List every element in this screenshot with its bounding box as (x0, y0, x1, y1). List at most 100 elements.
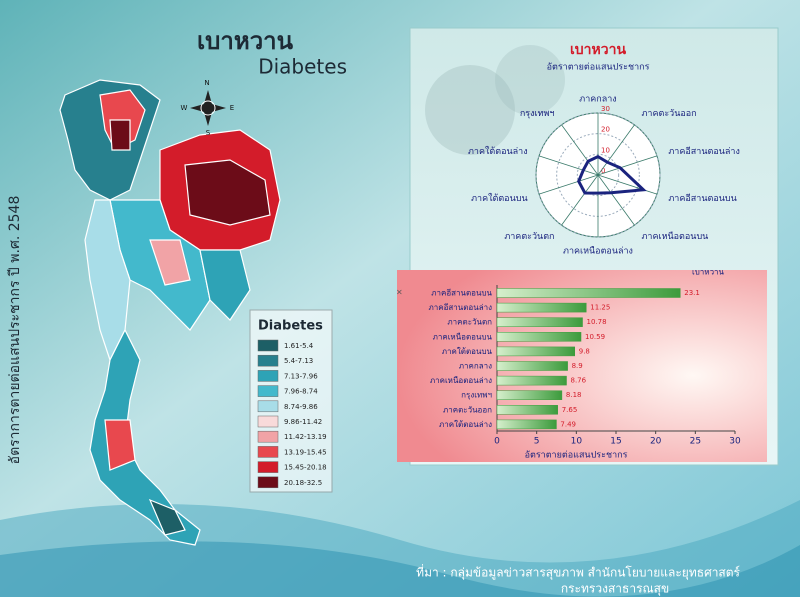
radar-spoke (538, 174, 599, 195)
y-tick-label: ภาคเหนือตอนล่าง (430, 376, 492, 385)
bar (496, 288, 681, 298)
bar-panel (397, 270, 767, 462)
x-tick-label: 25 (690, 437, 701, 447)
legend-swatch (257, 415, 279, 428)
radar-axis-label: ภาคกลาง (579, 95, 616, 105)
bar (496, 302, 587, 313)
x-tick-label: 5 (534, 437, 540, 447)
radar-spoke (597, 124, 635, 176)
map-region (109, 119, 131, 151)
compass-e: E (230, 104, 234, 112)
legend-swatch (257, 461, 279, 473)
map-region (199, 249, 251, 321)
legend-label: 8.74-9.86 (284, 403, 318, 411)
source-line2: กระทรวงสาธารณสุข (561, 582, 669, 597)
y-tick-label: ภาคอีสานตอนล่าง (428, 303, 492, 312)
y-tick-label: ภาคอีสานตอนบน (431, 289, 492, 298)
legend-label: 7.96-8.74 (284, 388, 318, 396)
radar-axis-label: กรุงเทพฯ (520, 109, 555, 119)
legend-swatch (257, 385, 279, 397)
legend-label: 1.61-5.4 (284, 342, 314, 350)
bar (496, 361, 568, 371)
value-label: 10.59 (585, 333, 605, 341)
value-label: 8.9 (572, 362, 583, 370)
photo-shade (425, 65, 515, 155)
y-tick-label: ภาคตะวันออก (443, 405, 492, 414)
bar (496, 332, 582, 342)
radar-spoke (597, 155, 658, 176)
bar (496, 346, 575, 357)
value-label: 9.8 (579, 347, 590, 355)
legend-swatch (257, 476, 279, 489)
legend-label: 11.42-13.19 (284, 433, 327, 441)
legend-label: 5.4-7.13 (284, 357, 313, 365)
compass-s: S (206, 129, 211, 137)
bar (496, 419, 557, 430)
radar-tick-label: 20 (601, 126, 610, 134)
x-axis-label: อัตราตายต่อแสนประชากร (525, 451, 628, 461)
legend-label: 20.18-32.5 (284, 479, 322, 487)
map-region (149, 239, 191, 286)
x-tick-label: 20 (650, 437, 662, 447)
value-label: 11.25 (590, 304, 610, 312)
radar-axis-label: ภาคเหนือตอนล่าง (563, 246, 633, 257)
radar-axis-label: ภาคเหนือตอนบน (641, 231, 708, 242)
legend-entry: เบาหวาน (692, 268, 725, 277)
y-tick-label: ภาคใต้ตอนบน (442, 347, 493, 356)
bar (496, 375, 567, 386)
bar (496, 317, 583, 327)
photo-shade (495, 45, 565, 115)
value-label: 23.1 (684, 289, 700, 297)
radar-axis-label: ภาคตะวันตก (504, 232, 554, 242)
marker: × (396, 288, 403, 297)
value-label: 7.65 (562, 406, 578, 414)
radar-spoke (561, 174, 599, 226)
bar (496, 405, 558, 415)
x-tick-label: 15 (610, 437, 621, 447)
y-tick-label: ภาคใต้ตอนล่าง (439, 420, 492, 429)
wave (0, 541, 800, 597)
title-en: Diabetes (258, 55, 347, 79)
legend-swatch (257, 400, 279, 413)
radar-tick-label: 30 (601, 105, 610, 113)
compass (190, 90, 226, 126)
radar-spoke (597, 174, 658, 195)
bar (496, 390, 563, 400)
radar-spoke (597, 174, 635, 226)
radar-axis-label: ภาคใต้ตอนบน (471, 193, 528, 204)
compass-n: N (204, 79, 209, 87)
value-label: 7.49 (560, 420, 576, 428)
map-region (148, 498, 186, 536)
compass-w: W (181, 104, 188, 112)
x-tick-label: 0 (494, 437, 500, 447)
legend-swatch (257, 430, 279, 443)
radar-axis-label: ภาคใต้ตอนล่าง (468, 146, 528, 157)
x-tick-label: 10 (571, 437, 583, 447)
y-tick-label: ภาคเหนือตอนบน (433, 332, 493, 341)
radar-axis-label: ภาคตะวันออก (641, 109, 696, 119)
side-label: อัตราการตายต่อแสนประชากร ปี พ.ศ. 2548 (7, 196, 23, 465)
radar-subtitle: อัตราตายต่อแสนประชากร (547, 63, 650, 73)
source-line1: ที่มา : กลุ่มข้อมูลข่าวสารสุขภาพ สำนักนโ… (416, 564, 740, 581)
legend-label: 13.19-15.45 (284, 448, 327, 456)
legend-swatch (257, 354, 279, 367)
radar-spoke (561, 124, 599, 176)
radar-title: เบาหวาน (570, 42, 626, 58)
y-tick-label: กรุงเทพฯ (461, 391, 492, 400)
legend-label: 7.13-7.96 (284, 372, 318, 380)
value-label: 8.18 (566, 391, 582, 399)
legend-title: Diabetes (258, 319, 323, 334)
legend-label: 9.86-11.42 (284, 418, 322, 426)
map-region (184, 159, 271, 226)
value-label: 10.78 (587, 318, 607, 326)
radar-line (577, 154, 647, 195)
legend-swatch (257, 446, 279, 458)
legend-label: 15.45-20.18 (284, 464, 327, 472)
compass-ring (200, 100, 216, 116)
legend-swatch (257, 370, 279, 382)
radar-tick-label: 0 (601, 167, 605, 175)
x-tick-label: 30 (729, 437, 741, 447)
y-tick-label: ภาคตะวันตก (447, 318, 492, 327)
